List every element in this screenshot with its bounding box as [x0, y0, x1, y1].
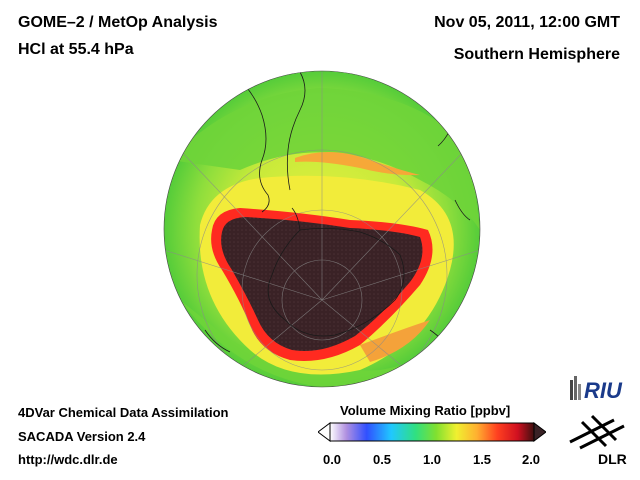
colorbar-max-arrow: [533, 422, 546, 442]
colorbar-title: Volume Mixing Ratio [ppbv]: [340, 403, 511, 418]
polar-map: [163, 70, 481, 388]
footer-assimilation: 4DVar Chemical Data Assimilation: [18, 405, 229, 420]
colorbar-min-arrow: [318, 422, 331, 442]
green-band: [170, 88, 480, 230]
colorbar-tick-4: 2.0: [521, 452, 541, 467]
riu-logo: RIU: [570, 376, 623, 403]
map-title: GOME–2 / MetOp Analysis: [18, 14, 218, 31]
map-hemisphere: Southern Hemisphere: [453, 46, 620, 63]
map-subtitle: HCl at 55.4 hPa: [18, 41, 134, 58]
footer-version: SACADA Version 2.4: [18, 429, 146, 444]
colorbar-tick-3: 1.5: [472, 452, 492, 467]
riu-logo-text: RIU: [584, 378, 623, 403]
footer-url: http://wdc.dlr.de: [18, 452, 118, 467]
orange-streak-south: [360, 320, 430, 362]
colorbar: [318, 422, 546, 442]
colorbar-tick-0: 0.0: [322, 452, 342, 467]
dlr-logo-text: DLR: [598, 451, 627, 467]
dlr-logo: DLR: [569, 414, 627, 467]
colorbar-gradient: [329, 422, 535, 442]
map-datetime: Nov 05, 2011, 12:00 GMT: [434, 14, 620, 31]
colorbar-tick-2: 1.0: [422, 452, 442, 467]
colorbar-tick-1: 0.5: [372, 452, 392, 467]
